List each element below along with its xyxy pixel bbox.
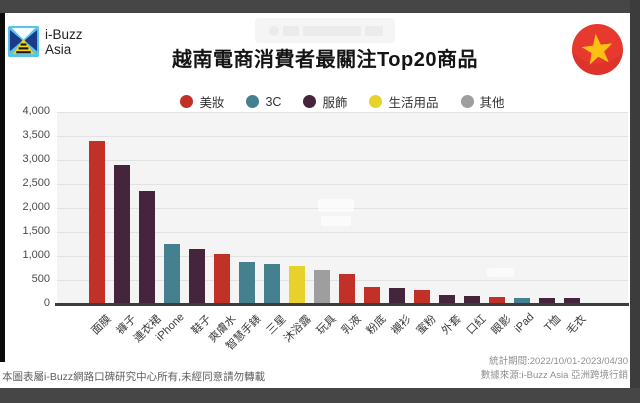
bar-T恤 [539,298,555,304]
y-axis-tick-label: 0 [43,297,50,309]
bar-鞋子 [189,248,205,304]
bar-蜜粉 [414,289,430,304]
brand-line1: i-Buzz [45,27,83,42]
x-axis-tick-label: 粉底 [364,313,389,338]
y-axis-tick-label: 3,000 [22,153,50,165]
chart-legend: 美妝 3C 服飾 生活用品 其他 [57,92,628,111]
legend-dot-icon [303,95,317,108]
gridline [57,135,628,137]
x-axis-tick-label: T恤 [542,313,564,335]
stat-period: 統計期間:2022/10/01-2023/04/30 [489,356,628,367]
legend-dot-icon [246,95,260,108]
bar-外套 [439,294,455,304]
bar-沐浴露 [289,266,305,304]
brand-name: i-Buzz Asia [45,27,83,57]
copyright-note: 本圖表屬i-Buzz網路口碑研究中心所有,未經同意請勿轉載 [2,371,266,383]
gridline [57,183,628,185]
legend-item-0: 美妝 [180,92,224,111]
bar-面膜 [89,140,105,304]
bar-玩具 [314,270,330,304]
bar-iPhone [164,244,180,304]
gridline [57,231,628,233]
watermark-overlay [255,18,395,43]
x-axis-tick-label: 蜜粉 [414,313,439,338]
x-axis-tick-label: 面膜 [89,313,114,338]
watermark-faint [321,216,351,226]
x-axis-tick-label: iPad [512,311,537,336]
watermark-glyph [303,25,361,36]
bar-毛衣 [564,298,580,304]
legend-item-1: 3C [246,92,281,111]
data-source-note: 統計期間:2022/10/01-2023/04/30 數據來源:i-Buzz A… [481,355,628,382]
legend-label: 美妝 [199,96,225,110]
x-axis-tick-label: 外套 [439,313,464,338]
watermark-glyph [283,25,299,36]
gridline [57,111,628,113]
y-axis-tick-label: 3,500 [22,129,50,141]
x-axis-tick-label: 口紅 [464,313,489,338]
gridline [57,159,628,161]
bar-褲子 [114,164,130,304]
page-title: 越南電商消費者最關注Top20商品 [172,49,478,71]
bar-三星 [264,264,280,304]
y-axis-tick-label: 1,500 [22,225,50,237]
y-axis-tick-label: 500 [31,273,50,285]
bar-襯衫 [389,288,405,304]
left-edge-strip [0,13,5,362]
legend-dot-icon [180,95,194,108]
legend-item-3: 生活用品 [369,92,439,111]
watermark-faint [487,268,514,277]
x-axis-tick-label: 沐浴露 [281,313,314,345]
y-axis-tick-label: 4,000 [22,105,50,117]
brand-line2: Asia [45,42,72,57]
x-axis-line [55,303,629,306]
legend-label: 3C [265,94,282,109]
vietnam-flag-icon [572,24,623,75]
top-frame-bar [0,0,640,13]
gridline [57,255,628,257]
x-axis-tick-label: 乳液 [339,313,364,338]
bar-眼影 [489,296,505,304]
ibuzz-logo-icon [8,26,39,57]
x-axis-tick-label: 毛衣 [564,313,589,338]
legend-label: 服飾 [322,96,348,110]
bar-爽膚水 [214,253,230,304]
bar-口紅 [464,295,480,304]
data-source: 數據來源:i-Buzz Asia 亞洲跨境行銷 [480,369,628,381]
legend-item-2: 服飾 [303,92,347,111]
legend-dot-icon [369,95,383,108]
y-axis-tick-label: 2,000 [22,201,50,213]
legend-item-4: 其他 [460,92,505,111]
bottom-frame-bar [0,388,640,403]
y-axis-tick-label: 1,000 [22,249,50,261]
bar-乳液 [339,273,355,304]
x-axis-tick-label: 襯衫 [389,313,414,338]
legend-label: 生活用品 [388,96,439,110]
bar-連衣裙 [139,191,155,304]
bar-粉底 [364,287,380,304]
right-edge-strip [630,0,640,403]
x-axis-tick-label: 眼影 [489,313,514,338]
bar-智慧手錶 [239,261,255,304]
watermark-faint [318,199,354,212]
legend-label: 其他 [479,96,505,110]
watermark-glyph [269,25,279,36]
legend-dot-icon [460,95,474,108]
watermark-glyph [365,25,383,36]
bar-iPad [514,297,530,304]
y-axis-tick-label: 2,500 [22,177,50,189]
x-axis-tick-label: 玩具 [314,313,339,338]
